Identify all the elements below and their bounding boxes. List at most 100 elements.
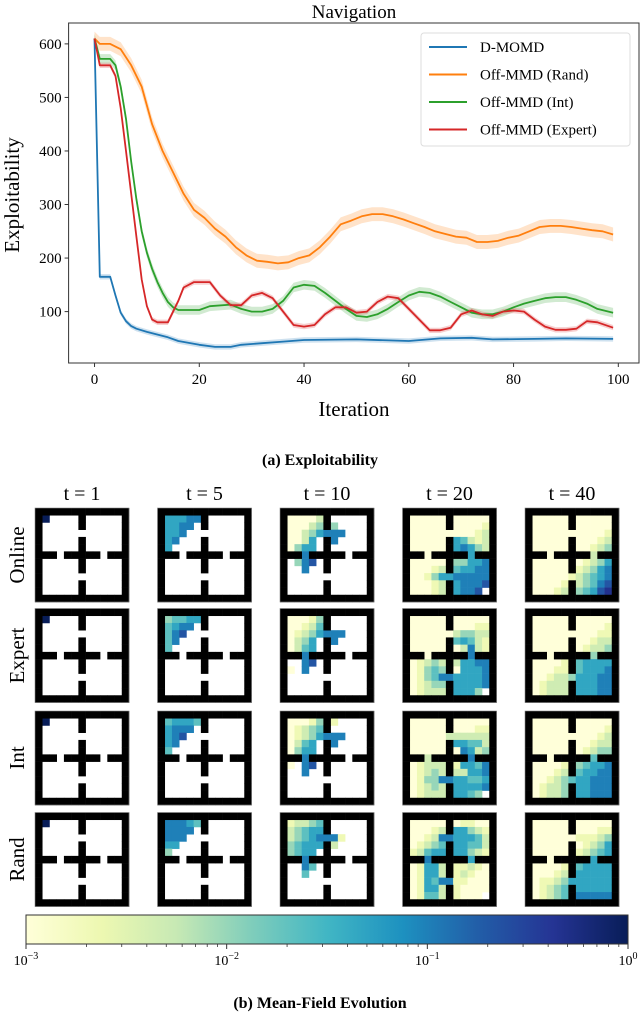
wall-cell bbox=[85, 551, 94, 559]
density-cell bbox=[597, 522, 605, 530]
legend-label-0: D-MOMD bbox=[480, 40, 544, 56]
density-cell bbox=[590, 536, 598, 545]
density-cell bbox=[409, 841, 418, 849]
density-cell bbox=[539, 826, 547, 835]
wall-cell bbox=[200, 848, 209, 857]
wall-cell bbox=[489, 761, 497, 770]
density-cell bbox=[597, 834, 605, 842]
density-cell bbox=[482, 544, 490, 552]
wall-cell bbox=[568, 790, 576, 799]
density-cell bbox=[409, 877, 418, 886]
density-cell bbox=[424, 659, 432, 667]
density-cell bbox=[474, 819, 483, 828]
wall-cell bbox=[453, 812, 461, 821]
density-cell bbox=[467, 551, 476, 559]
density-cell bbox=[482, 761, 490, 770]
wall-cell bbox=[280, 797, 288, 806]
density-cell bbox=[438, 580, 447, 588]
wall-cell bbox=[157, 615, 166, 624]
density-cell bbox=[561, 826, 569, 835]
column-title: t = 1 bbox=[64, 483, 101, 505]
density-cell bbox=[597, 790, 605, 799]
wall-cell bbox=[244, 536, 252, 545]
density-cell bbox=[438, 768, 447, 777]
wall-cell bbox=[215, 508, 223, 516]
density-cell bbox=[539, 732, 547, 741]
density-cell bbox=[482, 776, 490, 784]
density-cell bbox=[424, 776, 432, 784]
caption-b: (b) Mean-Field Evolution bbox=[233, 995, 406, 1012]
density-cell bbox=[597, 718, 605, 726]
density-cell bbox=[453, 666, 461, 674]
wall-cell bbox=[525, 884, 533, 893]
density-cell bbox=[590, 580, 598, 588]
wall-cell bbox=[366, 508, 375, 516]
panel-frame bbox=[524, 608, 620, 703]
wall-cell bbox=[416, 797, 425, 806]
density-cell bbox=[438, 884, 447, 893]
wall-cell bbox=[280, 587, 288, 596]
density-cell bbox=[532, 580, 540, 588]
wall-cell bbox=[323, 855, 331, 864]
density-cell bbox=[482, 863, 490, 871]
wall-cell bbox=[280, 622, 288, 631]
density-cell bbox=[590, 688, 598, 696]
wall-cell bbox=[287, 812, 295, 821]
y-axis-label: Exploitability bbox=[0, 137, 24, 253]
wall-cell bbox=[438, 711, 447, 719]
density-cell bbox=[546, 587, 555, 596]
wall-cell bbox=[244, 812, 252, 821]
wall-cell bbox=[244, 899, 252, 907]
wall-cell bbox=[157, 725, 166, 733]
density-cell bbox=[575, 848, 584, 857]
wall-cell bbox=[63, 608, 72, 617]
density-cell bbox=[575, 841, 584, 849]
wall-cell bbox=[366, 680, 375, 689]
density-cell bbox=[482, 644, 490, 653]
density-cell bbox=[438, 536, 447, 545]
density-cell bbox=[409, 565, 418, 574]
wall-cell bbox=[92, 651, 101, 660]
wall-cell bbox=[244, 558, 252, 567]
wall-cell bbox=[200, 659, 209, 667]
wall-cell bbox=[208, 608, 216, 617]
x-tick-label: 40 bbox=[297, 372, 312, 388]
density-cell bbox=[330, 522, 339, 530]
density-cell bbox=[409, 768, 418, 777]
wall-cell bbox=[244, 615, 252, 624]
wall-cell bbox=[244, 863, 252, 871]
wall-cell bbox=[287, 797, 295, 806]
wall-cell bbox=[157, 688, 166, 696]
density-cell bbox=[171, 622, 180, 631]
wall-cell bbox=[92, 855, 101, 864]
wall-cell bbox=[489, 718, 497, 726]
density-cell bbox=[424, 666, 432, 674]
wall-cell bbox=[244, 695, 252, 703]
wall-cell bbox=[597, 695, 605, 703]
density-cell bbox=[482, 732, 490, 741]
wall-cell bbox=[445, 855, 454, 864]
wall-cell bbox=[35, 637, 43, 645]
wall-cell bbox=[489, 637, 497, 645]
wall-cell bbox=[409, 711, 418, 719]
panel-rand-5 bbox=[524, 812, 620, 907]
wall-cell bbox=[63, 594, 72, 603]
wall-cell bbox=[208, 651, 216, 660]
density-cell bbox=[539, 666, 547, 674]
density-cell bbox=[164, 630, 173, 638]
density-cell bbox=[308, 644, 317, 653]
wall-cell bbox=[280, 594, 288, 603]
density-cell bbox=[171, 637, 180, 645]
wall-cell bbox=[402, 508, 411, 516]
wall-cell bbox=[193, 594, 202, 603]
wall-cell bbox=[366, 580, 375, 588]
density-cell bbox=[301, 565, 310, 574]
panel-int-2 bbox=[157, 710, 252, 806]
density-cell bbox=[553, 761, 562, 770]
wall-cell bbox=[42, 608, 50, 617]
density-cell bbox=[546, 615, 555, 624]
density-cell bbox=[409, 776, 418, 784]
density-cell bbox=[438, 515, 447, 523]
wall-cell bbox=[366, 637, 375, 645]
wall-cell bbox=[330, 711, 339, 719]
